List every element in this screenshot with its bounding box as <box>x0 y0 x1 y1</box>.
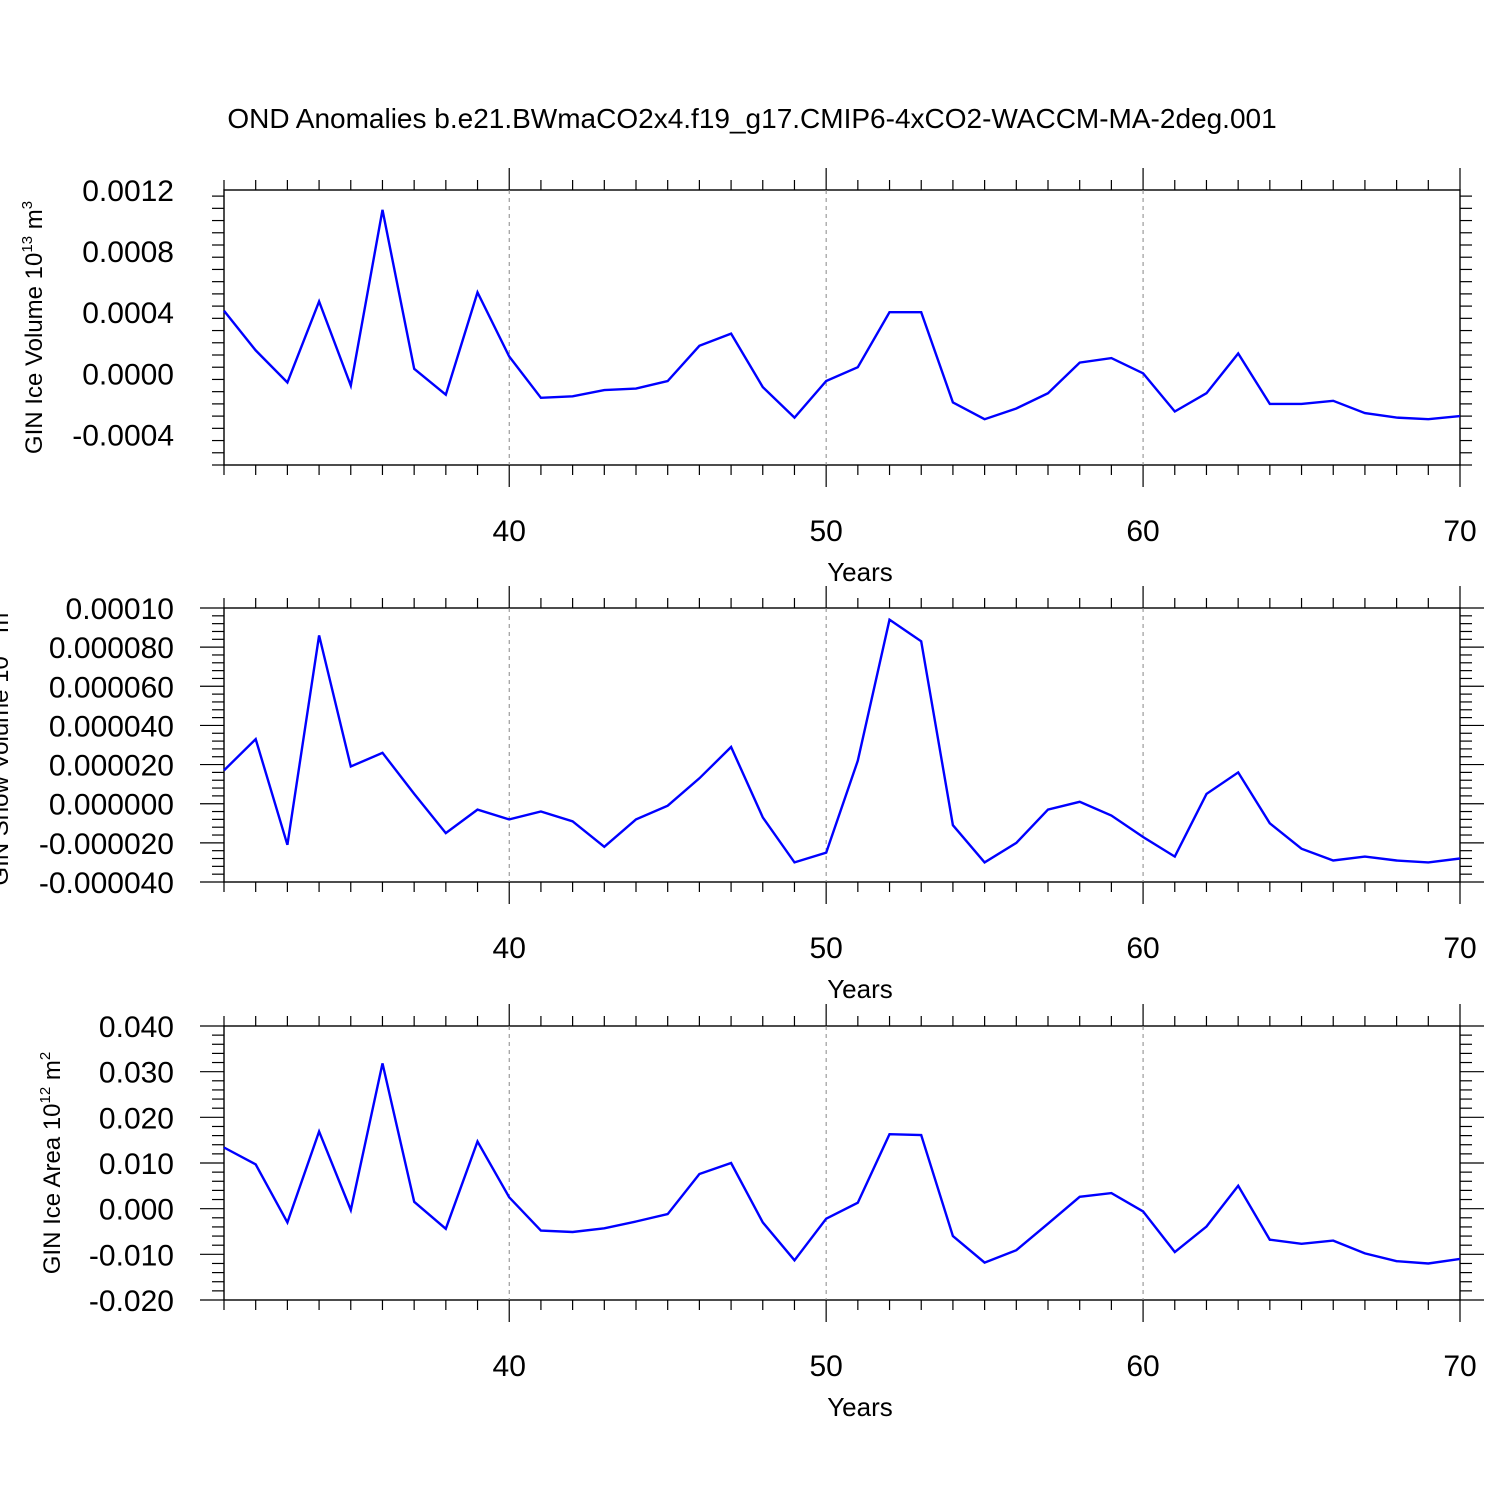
y-axis-title-unit-exp: 2 <box>37 1052 54 1060</box>
chart-panel-2: 40 50 60 70 Years -0.000040 -0.000020 0.000000 0… <box>0 586 1484 1004</box>
x-tick-label: 40 <box>493 932 526 965</box>
y-tick-label: 0.0004 <box>82 297 174 330</box>
y-tick-label: 0.040 <box>99 1011 174 1044</box>
y-tick-label: 0.000040 <box>49 710 174 743</box>
y-axis-title-unit: m <box>0 613 14 640</box>
y-tick-label: 0.000 <box>99 1194 174 1227</box>
y-axis-title: GIN Ice Volume 1013 m3 <box>19 201 48 454</box>
y-tick-label: 0.0000 <box>82 358 174 391</box>
y-tick-label: 0.0008 <box>82 236 174 269</box>
y-axis-title-exp: 13 <box>19 236 36 253</box>
x-tick-label: 70 <box>1443 932 1476 965</box>
figure-title: OND Anomalies b.e21.BWmaCO2x4.f19_g17.CM… <box>227 103 1276 134</box>
x-tick-label: 60 <box>1126 932 1159 965</box>
y-tick-label: 0.00010 <box>66 593 174 626</box>
y-tick-label: -0.0004 <box>72 419 174 452</box>
plot-frame <box>223 607 1461 883</box>
y-tick-label: 0.010 <box>99 1148 174 1181</box>
y-tick-label: 0.030 <box>99 1057 174 1090</box>
y-tick-label: 0.000000 <box>49 789 174 822</box>
y-tick-label: -0.010 <box>89 1239 174 1272</box>
y-axis-title-exp: 12 <box>37 1087 54 1104</box>
x-tick-label: 60 <box>1126 515 1159 548</box>
y-tick-label: 0.000080 <box>49 632 174 665</box>
x-axis-title: Years <box>827 1392 893 1422</box>
x-axis-title: Years <box>827 557 893 587</box>
y-tick-label: -0.000020 <box>39 828 174 861</box>
plot-frame <box>223 189 1461 466</box>
x-tick-label: 50 <box>809 932 842 965</box>
plot-frame <box>223 1025 1461 1301</box>
series-line <box>223 209 1461 421</box>
x-tick-label: 70 <box>1443 1350 1476 1383</box>
y-axis-title-main: GIN Snow Volume 10 <box>0 656 14 885</box>
chart-panel-3: 40 50 60 70 Years -0.020 -0.010 0.000 0.010 0.020… <box>37 1004 1484 1422</box>
x-tick-label: 40 <box>493 515 526 548</box>
series-line <box>223 1063 1461 1265</box>
y-axis-title-main: GIN Ice Volume 10 <box>21 253 48 454</box>
y-axis-title-unit-exp: 3 <box>0 604 2 612</box>
y-tick-label: 0.0012 <box>82 175 174 208</box>
x-axis-title: Years <box>827 974 893 1004</box>
y-axis-title-unit: m <box>21 209 48 236</box>
y-tick-label: 0.020 <box>99 1102 174 1135</box>
y-tick-label: -0.020 <box>89 1285 174 1318</box>
chart-panels: 40 50 60 70 Years -0.0004 0.0000 0.0004 0.0008 0.… <box>0 168 1484 1422</box>
y-tick-label: 0.000060 <box>49 671 174 704</box>
series-line <box>223 617 1461 864</box>
x-tick-label: 60 <box>1126 1350 1159 1383</box>
x-tick-label: 70 <box>1443 515 1476 548</box>
y-axis-title-exp: 13 <box>0 639 2 656</box>
chart-panel-1: 40 50 60 70 Years -0.0004 0.0000 0.0004 0.0008 0.… <box>19 168 1477 587</box>
x-tick-label: 50 <box>809 515 842 548</box>
y-axis-title-main: GIN Ice Area 10 <box>39 1103 66 1274</box>
y-axis-title-unit: m <box>39 1060 66 1087</box>
y-axis-title: GIN Ice Area 1012 m2 <box>37 1052 66 1274</box>
x-tick-label: 40 <box>493 1350 526 1383</box>
y-tick-label: 0.000020 <box>49 750 174 783</box>
x-tick-label: 50 <box>809 1350 842 1383</box>
y-tick-label: -0.000040 <box>39 867 174 900</box>
y-axis-title: GIN Snow Volume 1013 m3 <box>0 604 14 885</box>
y-axis-title-unit-exp: 3 <box>19 201 36 209</box>
